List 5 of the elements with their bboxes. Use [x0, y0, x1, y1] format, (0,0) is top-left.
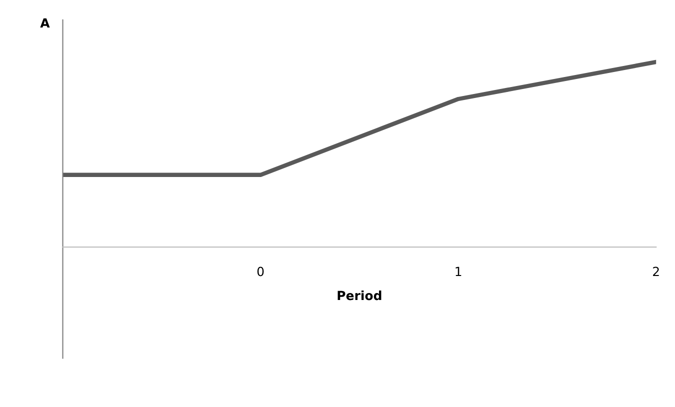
x-tick-label: 2	[653, 266, 659, 276]
x-tick-label: 0	[257, 266, 264, 276]
y-axis-title: A	[40, 18, 50, 28]
x-tick-label: 1	[456, 266, 462, 276]
x-axis-title: Period	[338, 290, 382, 300]
